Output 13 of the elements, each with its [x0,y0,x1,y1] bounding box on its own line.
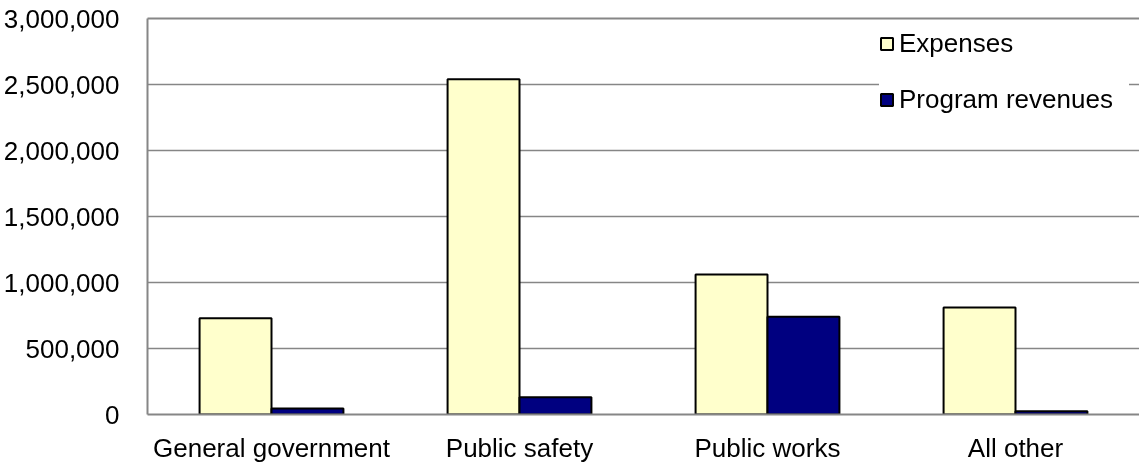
y-tick-label: 1,500,000 [3,201,120,232]
y-tick-label: 3,000,000 [3,3,120,34]
y-tick-label: 1,000,000 [3,267,120,298]
x-tick-label: All other [967,432,1064,463]
x-tick-label: General government [152,432,391,463]
y-tick-label: 500,000 [25,333,120,364]
legend-label: Program revenues [899,84,1114,115]
y-tick-label: 0 [105,399,120,430]
legend-label: Expenses [899,28,1015,59]
x-tick-label: Public safety [445,432,594,463]
y-tick-label: 2,000,000 [3,135,120,166]
y-tick-label: 2,500,000 [3,69,120,100]
x-tick-label: Public works [694,432,841,463]
